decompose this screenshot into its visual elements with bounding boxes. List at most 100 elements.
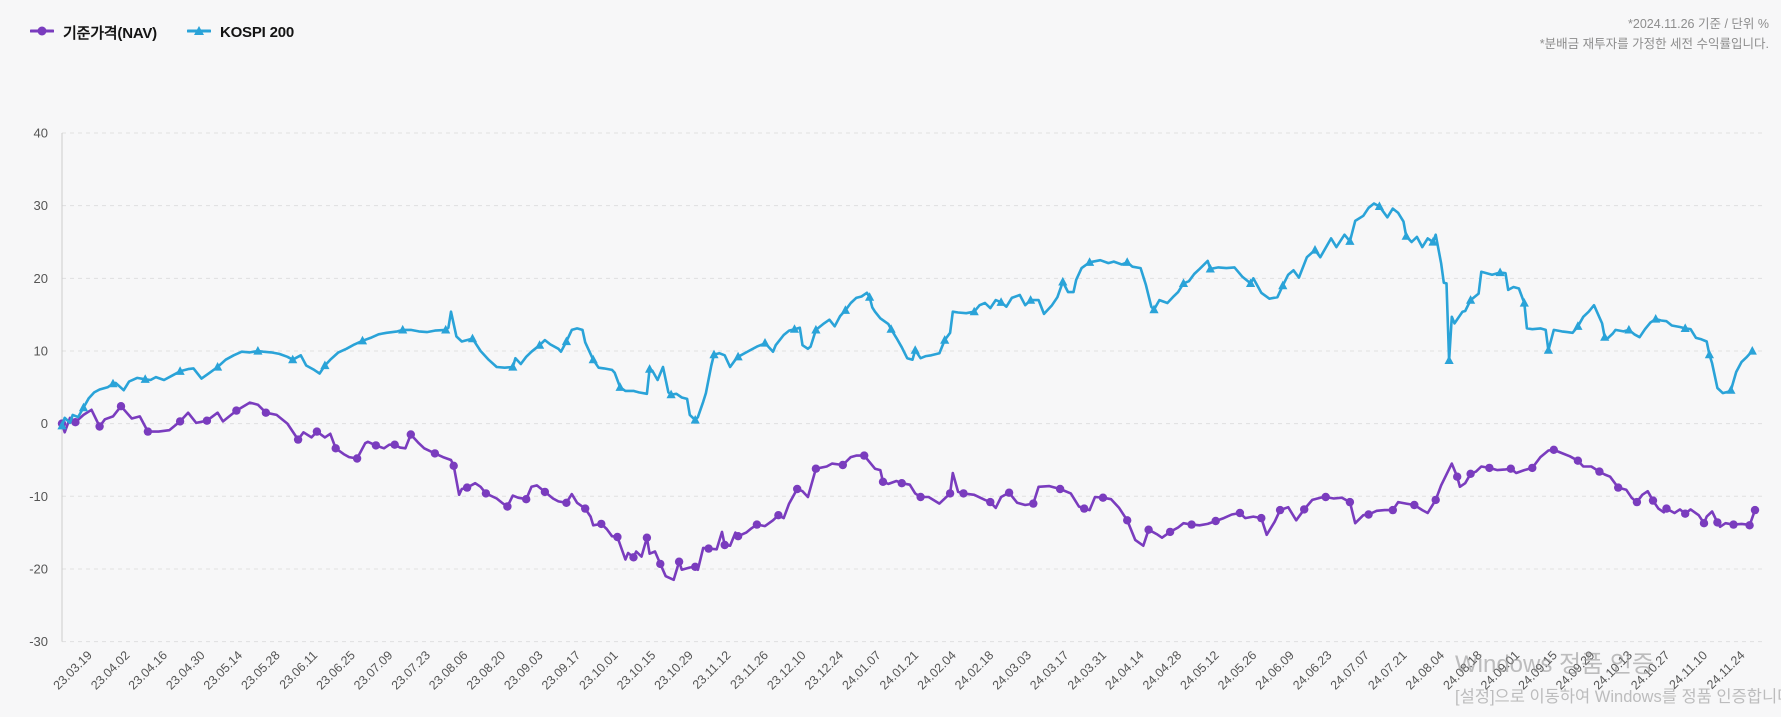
nav-point-marker: [503, 502, 512, 511]
kospi-point-marker: [666, 389, 676, 399]
legend-item-nav[interactable]: 기준가격(NAV): [29, 22, 157, 43]
kospi-point-marker: [1278, 280, 1288, 290]
nav-point-marker: [293, 435, 303, 444]
y-tick-label-30: 30: [34, 198, 48, 213]
nav-point-marker: [897, 479, 906, 488]
kospi-point-marker: [1624, 324, 1634, 334]
nav-point-marker: [1345, 497, 1355, 507]
kospi-point-marker: [645, 364, 655, 373]
x-tick-label-23.09.17: 23.09.17: [539, 648, 583, 692]
nav-point-marker: [143, 427, 153, 436]
x-tick-label-23.07.23: 23.07.23: [389, 648, 433, 692]
pretax-return-note: *분배금 재투자를 가정한 세전 수익률입니다.: [1539, 37, 1769, 51]
nav-point-marker: [1699, 519, 1709, 528]
nav-point-marker: [390, 440, 399, 449]
nav-point-marker: [691, 562, 700, 571]
nav-point-marker: [1750, 505, 1760, 515]
nav-point-marker: [1098, 493, 1108, 502]
y-tick-label--30: -30: [29, 634, 48, 649]
nav-point-marker: [481, 489, 491, 498]
nav-point-marker: [1595, 467, 1604, 476]
nav-point-marker: [116, 402, 126, 411]
kospi-point-marker: [288, 354, 298, 364]
x-tick-label-23.10.01: 23.10.01: [577, 648, 621, 692]
nav-point-marker: [540, 487, 550, 497]
x-tick-label-24.04.14: 24.04.14: [1102, 648, 1146, 692]
nav-point-marker: [1466, 469, 1475, 478]
x-tick-label-23.06.25: 23.06.25: [314, 648, 358, 692]
nav-point-marker: [312, 427, 322, 436]
nav-point-marker: [597, 519, 606, 529]
kospi-point-marker: [535, 340, 545, 349]
nav-point-marker: [945, 489, 955, 498]
kospi-point-marker: [1246, 278, 1256, 287]
y-tick-label-40: 40: [34, 126, 48, 141]
kospi-point-marker: [811, 324, 821, 334]
x-tick-label-23.03.19: 23.03.19: [51, 648, 95, 692]
kospi-point-marker: [108, 378, 118, 388]
nav-point-marker: [733, 532, 743, 541]
nav-point-marker: [1055, 484, 1065, 494]
x-tick-label-24.07.21: 24.07.21: [1365, 648, 1409, 692]
x-tick-label-24.06.09: 24.06.09: [1253, 648, 1297, 692]
y-tick-label--10: -10: [29, 489, 48, 504]
nav-point-marker: [1632, 497, 1642, 507]
kospi-point-marker: [561, 336, 571, 346]
kospi-point-marker: [1680, 323, 1690, 332]
kospi-point-marker: [1178, 278, 1189, 287]
nav-point-marker: [1453, 472, 1462, 481]
y-tick-label-20: 20: [34, 271, 48, 286]
x-tick-label-23.10.29: 23.10.29: [652, 648, 696, 692]
kospi-point-marker: [1401, 231, 1411, 240]
nav-point-marker: [1506, 464, 1516, 473]
kospi-point-marker: [1651, 314, 1661, 323]
chart-annotations: *2024.11.26 기준 / 단위 % *분배금 재투자를 가정한 세전 수…: [1540, 14, 1769, 54]
nav-point-marker: [1123, 516, 1132, 525]
nav-point-marker: [860, 451, 869, 460]
x-tick-label-23.08.20: 23.08.20: [464, 648, 508, 692]
nav-point-marker: [1729, 520, 1738, 529]
nav-point-marker: [1485, 463, 1494, 473]
x-tick-label-24.03.17: 24.03.17: [1027, 648, 1071, 692]
kospi-point-marker: [969, 306, 979, 316]
nav-point-marker: [642, 533, 652, 542]
kospi-point-marker: [398, 324, 408, 334]
nav-point-marker: [1321, 492, 1330, 502]
nav-point-marker: [1144, 525, 1153, 534]
kospi-point-marker: [1704, 349, 1714, 359]
x-tick-label-24.08.04: 24.08.04: [1403, 648, 1447, 692]
kospi-point-marker: [588, 354, 598, 364]
nav-point-marker: [462, 483, 472, 492]
x-tick-label-23.05.28: 23.05.28: [238, 648, 282, 692]
nav-point-marker: [1614, 483, 1623, 492]
kospi-point-marker: [910, 345, 920, 354]
x-tick-label-24.05.26: 24.05.26: [1215, 648, 1259, 692]
nav-point-marker: [674, 557, 684, 566]
nav-point-marker: [1388, 505, 1398, 515]
x-tick-label-23.11.12: 23.11.12: [690, 648, 734, 692]
x-tick-label-23.04.02: 23.04.02: [88, 648, 132, 692]
x-tick-label-23.08.06: 23.08.06: [426, 648, 470, 692]
legend-item-kospi[interactable]: KOSPI 200: [186, 24, 294, 42]
y-tick-label-10: 10: [34, 343, 48, 358]
x-tick-label-23.09.03: 23.09.03: [501, 648, 545, 692]
kospi-point-marker: [320, 360, 330, 370]
nav-point-marker: [1431, 495, 1440, 505]
x-tick-label-23.05.14: 23.05.14: [201, 648, 245, 692]
x-tick-label-24.02.18: 24.02.18: [952, 648, 996, 692]
kospi-point-marker: [1310, 245, 1320, 254]
x-tick-label-23.12.10: 23.12.10: [764, 648, 808, 692]
kospi-point-marker: [1444, 355, 1454, 364]
nav-point-marker: [232, 406, 241, 415]
nav-point-marker: [720, 540, 729, 550]
nav-point-marker: [202, 416, 212, 425]
nav-point-marker: [581, 504, 590, 513]
kospi-point-marker: [1600, 332, 1610, 341]
nav-point-marker: [916, 492, 925, 502]
kospi-point-marker: [733, 351, 743, 361]
nav-point-marker: [1235, 508, 1245, 518]
nav-point-marker: [371, 441, 381, 450]
nav-point-marker: [449, 461, 458, 470]
kospi-line-triangle-icon: [186, 24, 212, 42]
